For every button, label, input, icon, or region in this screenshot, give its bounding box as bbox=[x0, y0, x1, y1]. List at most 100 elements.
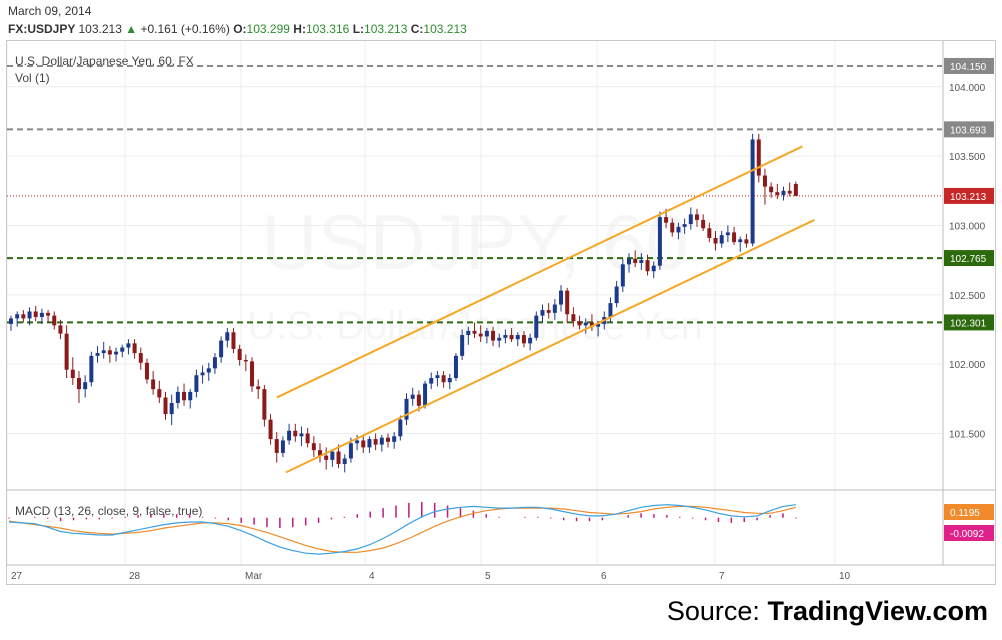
candle-body bbox=[157, 389, 162, 398]
y-tick-label: 103.500 bbox=[949, 152, 986, 163]
y-tick-label: 104.000 bbox=[949, 83, 986, 94]
candle-body bbox=[478, 333, 483, 337]
candle-body bbox=[64, 333, 69, 370]
candle-body bbox=[305, 433, 310, 444]
candle-body bbox=[744, 239, 749, 244]
candle-body bbox=[639, 260, 644, 263]
candle-body bbox=[342, 458, 347, 465]
candle-body bbox=[515, 335, 520, 340]
candle-body bbox=[311, 443, 316, 451]
channel-upper-line bbox=[276, 145, 803, 399]
candle-body bbox=[9, 318, 13, 324]
candle-body bbox=[694, 214, 699, 220]
y-tick-label: 102.500 bbox=[949, 291, 986, 302]
candle-body bbox=[348, 443, 353, 459]
candle-body bbox=[725, 232, 730, 236]
candle-body bbox=[701, 219, 706, 229]
candle-body bbox=[367, 439, 372, 448]
candle-body bbox=[583, 322, 588, 326]
open-label: O: bbox=[233, 22, 247, 36]
candle-body bbox=[453, 355, 458, 379]
candle-body bbox=[707, 228, 712, 238]
symbol: FX:USDJPY bbox=[8, 22, 76, 36]
x-tick-label: 4 bbox=[369, 571, 375, 582]
candle-body bbox=[608, 303, 613, 318]
candle-body bbox=[435, 375, 440, 379]
candle-body bbox=[385, 437, 390, 442]
candle-body bbox=[447, 378, 452, 383]
candle-body bbox=[676, 226, 681, 233]
candle-body bbox=[756, 139, 761, 176]
candle-body bbox=[521, 335, 526, 344]
candle-body bbox=[552, 304, 557, 313]
macd-value-label: 0.1195 bbox=[950, 508, 980, 519]
x-tick-label: 27 bbox=[11, 571, 23, 582]
candle-body bbox=[287, 430, 292, 441]
candle-body bbox=[107, 350, 112, 355]
candle-body bbox=[138, 353, 143, 363]
candle-body bbox=[101, 350, 106, 354]
candle-body bbox=[361, 440, 366, 448]
candle-body bbox=[175, 391, 180, 404]
source-brand[interactable]: TradingView.com bbox=[767, 596, 988, 626]
level-badge bbox=[944, 57, 994, 74]
candle-body bbox=[392, 436, 397, 442]
candle-body bbox=[657, 217, 662, 266]
candle-body bbox=[324, 455, 329, 460]
candle-body bbox=[144, 362, 149, 380]
high-value: 103.316 bbox=[305, 22, 350, 36]
candle-body bbox=[670, 222, 675, 233]
candle-body bbox=[540, 310, 545, 316]
close-label: C: bbox=[410, 22, 424, 36]
candle-body bbox=[559, 290, 564, 305]
high-label: H: bbox=[293, 22, 306, 36]
candle-body bbox=[627, 258, 631, 265]
candle-body bbox=[651, 265, 656, 272]
candle-body bbox=[565, 290, 570, 315]
candle-body bbox=[250, 361, 255, 387]
candle-body bbox=[212, 357, 217, 369]
candle-body bbox=[787, 190, 792, 194]
candle-body bbox=[194, 375, 199, 392]
candle-body bbox=[528, 337, 533, 344]
chart-title: U.S. Dollar/Japanese Yen, 60, FX bbox=[15, 54, 194, 68]
candle-body bbox=[76, 378, 81, 390]
candle-body bbox=[503, 335, 508, 338]
candle-body bbox=[151, 379, 156, 390]
candle-body bbox=[169, 403, 174, 415]
candle-body bbox=[534, 315, 539, 338]
candle-body bbox=[21, 314, 26, 319]
candle-body bbox=[70, 369, 75, 379]
source-prefix: Source: bbox=[666, 596, 768, 626]
candle-body bbox=[379, 437, 384, 445]
candle-body bbox=[46, 312, 51, 316]
candle-body bbox=[237, 348, 242, 361]
level-label: 104.150 bbox=[950, 62, 987, 73]
candle-body bbox=[114, 351, 119, 355]
x-tick-label: 5 bbox=[485, 571, 491, 582]
level-label: 103.693 bbox=[950, 125, 987, 136]
price-change: +0.161 (+0.16%) bbox=[140, 22, 230, 36]
price-chart[interactable]: USDJPY, 60U.S. Dollar/Japanese Yen104.00… bbox=[7, 41, 995, 584]
candle-body bbox=[404, 398, 409, 420]
x-tick-label: Mar bbox=[245, 571, 263, 582]
candle-body bbox=[762, 175, 767, 187]
candle-body bbox=[738, 239, 743, 243]
candle-body bbox=[243, 360, 248, 362]
candle-body bbox=[58, 325, 63, 334]
macd-histogram-label: -0.0092 bbox=[950, 529, 984, 540]
last-price-label: 103.213 bbox=[950, 192, 987, 203]
volume-label: Vol (1) bbox=[15, 71, 50, 85]
candle-body bbox=[460, 335, 465, 356]
macd-label: MACD (13, 26, close, 9, false, true) bbox=[15, 504, 202, 518]
level-badge bbox=[944, 121, 994, 138]
candle-body bbox=[398, 419, 403, 437]
last-price-badge bbox=[944, 187, 994, 204]
candle-body bbox=[682, 224, 687, 227]
chart-frame[interactable]: USDJPY, 60 U.S. Dollar/Japanese Yen 104.00… bbox=[6, 40, 996, 585]
candle-body bbox=[268, 419, 273, 440]
candle-body bbox=[373, 439, 378, 445]
candle-body bbox=[163, 397, 168, 415]
candle-body bbox=[441, 375, 446, 383]
macd-histogram-badge bbox=[944, 525, 994, 541]
